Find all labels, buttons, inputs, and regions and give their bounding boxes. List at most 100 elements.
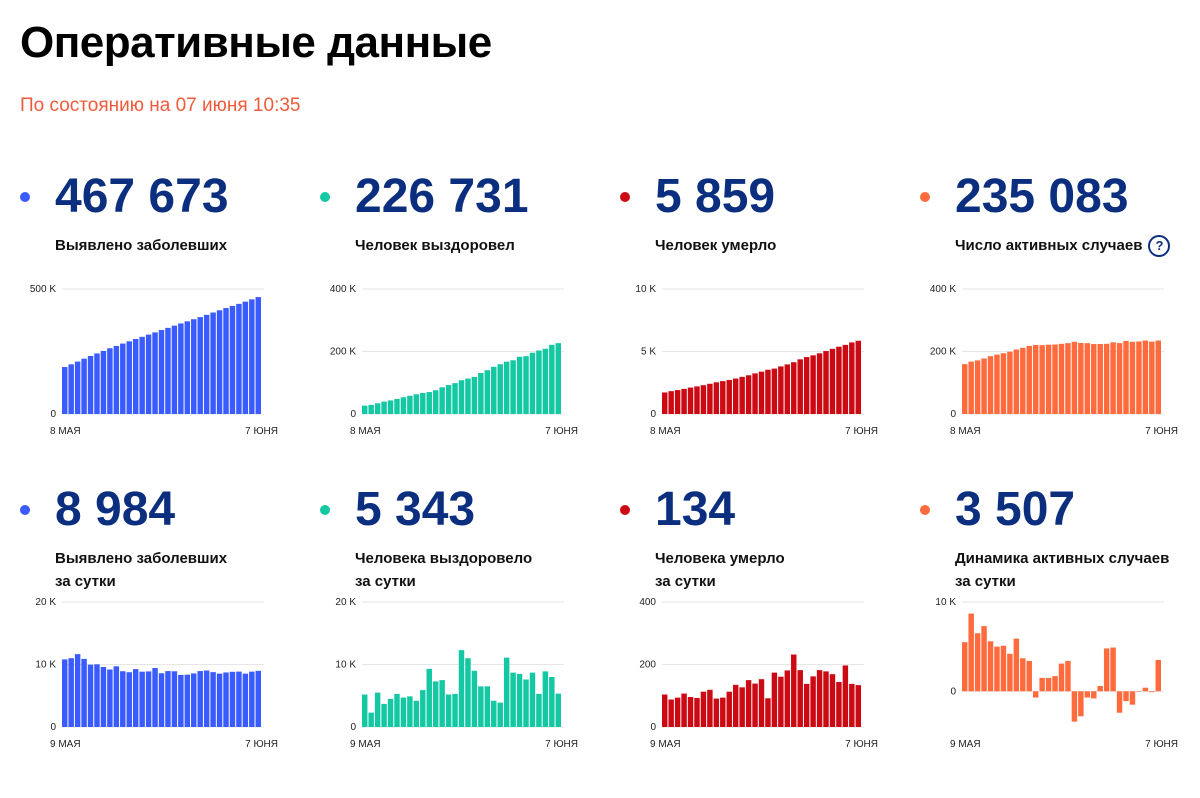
- bar: [203, 670, 210, 727]
- bar: [510, 672, 516, 727]
- card-daily-recovered: 5 343 Человека выздоровело за сутки 0 10 K…: [320, 481, 580, 791]
- bar: [829, 348, 836, 414]
- bar: [810, 355, 816, 414]
- card-value: 134: [655, 483, 736, 536]
- bar: [113, 666, 120, 727]
- bar: [407, 395, 413, 414]
- y-tick-label: 20 K: [335, 597, 356, 608]
- bar: [529, 352, 536, 414]
- bar: [184, 321, 191, 414]
- bar: [152, 332, 158, 414]
- bar: [362, 405, 368, 414]
- bar: [1007, 351, 1013, 414]
- bar: [497, 364, 503, 414]
- bar: [381, 401, 387, 414]
- bar: [171, 671, 178, 727]
- x-tick-label-start: 9 МАЯ: [950, 739, 981, 750]
- bar: [152, 668, 158, 727]
- bar: [113, 345, 120, 414]
- bar: [752, 373, 758, 414]
- bar: [1103, 343, 1110, 414]
- bar: [778, 366, 784, 414]
- bar: [745, 680, 752, 727]
- bar: [1078, 342, 1084, 414]
- bar: [771, 368, 778, 414]
- bar: [1103, 648, 1110, 692]
- bar: [516, 673, 523, 727]
- bar: [1129, 341, 1136, 414]
- bar: [726, 691, 732, 727]
- bar: [1155, 659, 1161, 692]
- bar: [413, 394, 420, 414]
- bar: [210, 312, 216, 414]
- bar: [842, 344, 849, 414]
- bar: [849, 683, 855, 727]
- bar: [178, 674, 184, 727]
- bar: [497, 702, 503, 727]
- bar: [81, 658, 87, 727]
- y-tick-label: 0: [350, 409, 356, 420]
- y-tick-label: 400 K: [930, 284, 956, 295]
- bar: [165, 327, 171, 414]
- bar: [726, 379, 732, 414]
- bar: [1097, 344, 1103, 414]
- card-recovered: 226 731 Человек выздоровел 0 200 K 400 K 8 …: [320, 168, 580, 478]
- bar: [1052, 676, 1058, 692]
- x-tick-label-start: 9 МАЯ: [350, 739, 381, 750]
- bar: [758, 371, 765, 414]
- x-tick-label-start: 8 МАЯ: [50, 426, 81, 437]
- bar: [674, 390, 681, 414]
- bar: [1058, 343, 1065, 414]
- bar: [771, 672, 778, 727]
- bar: [549, 344, 555, 414]
- bar: [1032, 344, 1039, 414]
- bar: [707, 689, 713, 727]
- bar: [139, 671, 145, 727]
- bar: [145, 334, 152, 414]
- bar: [74, 654, 81, 727]
- x-tick-label-end: 7 ЮНЯ: [245, 426, 278, 437]
- card-value: 8 984: [55, 483, 176, 536]
- bar: [255, 297, 261, 414]
- bar: [68, 364, 74, 414]
- bar: [120, 343, 126, 414]
- bar: [439, 680, 445, 727]
- bar: [1071, 691, 1078, 722]
- y-tick-label: 200 K: [330, 347, 356, 358]
- bar: [968, 361, 974, 414]
- bar: [1045, 677, 1052, 692]
- bar: [203, 314, 210, 414]
- bar: [94, 664, 100, 727]
- bar: [255, 670, 261, 727]
- bar: [1155, 340, 1161, 414]
- bar: [1110, 647, 1116, 692]
- bar: [81, 358, 87, 414]
- bar: [432, 681, 439, 727]
- bar: [368, 404, 374, 414]
- bar: [1039, 345, 1045, 414]
- bar: [1000, 353, 1007, 414]
- bar: [426, 668, 432, 727]
- bar: [987, 641, 994, 692]
- bar: [962, 642, 968, 692]
- chart-daily-cases: 0 10 K 20 K 9 МАЯ 7 ЮНЯ: [35, 597, 278, 750]
- card-value: 5 343: [355, 483, 476, 536]
- bar: [242, 301, 249, 414]
- bar: [713, 698, 720, 727]
- bar: [229, 305, 236, 414]
- bar: [1084, 691, 1091, 698]
- question-circle-icon[interactable]: ?: [1148, 235, 1171, 258]
- chart-daily-recovered: 0 10 K 20 K 9 МАЯ 7 ЮНЯ: [335, 597, 578, 750]
- card-label: Число активных случаев?: [955, 234, 1185, 258]
- card-label: Человек выздоровел: [355, 237, 515, 254]
- bar: [1110, 342, 1116, 414]
- bar: [745, 375, 752, 414]
- bar: [171, 325, 178, 414]
- bar: [1078, 691, 1084, 717]
- bar: [536, 693, 542, 727]
- bar: [236, 671, 242, 727]
- bar: [1136, 691, 1142, 692]
- bar: [432, 390, 439, 414]
- bar: [1136, 341, 1142, 414]
- bar: [555, 693, 561, 727]
